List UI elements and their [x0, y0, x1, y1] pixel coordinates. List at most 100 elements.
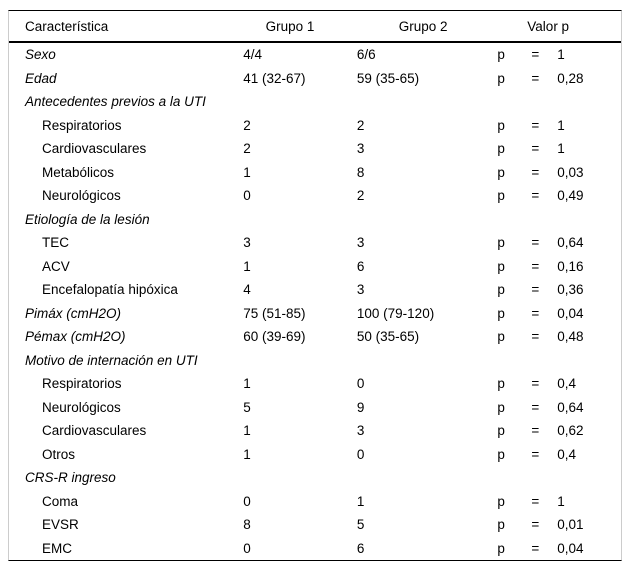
row-label: Cardiovasculares — [42, 423, 147, 439]
equals-symbol: = — [531, 188, 540, 204]
grupo1-value: 0 — [243, 540, 251, 556]
table-row: Neurológicos 5 9 p = 0,64 — [9, 396, 621, 420]
table-row: Metabólicos 1 8 p = 0,03 — [9, 161, 621, 185]
p-symbol: p — [497, 446, 505, 462]
grupo2-value: 0 — [356, 446, 365, 462]
p-value: 0,04 — [557, 305, 584, 321]
p-value: 0,62 — [557, 423, 584, 439]
p-symbol: p — [497, 258, 505, 274]
table-row: ACV 1 6 p = 0,16 — [9, 255, 621, 279]
p-value: 0,04 — [557, 540, 584, 556]
equals-symbol: = — [531, 305, 540, 321]
p-symbol: p — [497, 399, 505, 415]
row-label: Metabólicos — [42, 164, 115, 180]
grupo2-value: 3 — [356, 282, 365, 298]
grupo2-value: 50 (35-65) — [356, 329, 420, 345]
grupo1-value: 4/4 — [243, 47, 263, 63]
column-header-grupo1: Grupo 1 — [265, 18, 315, 34]
p-value: 1 — [557, 117, 565, 133]
table-row: Cardiovasculares 2 3 p = 1 — [9, 137, 621, 161]
grupo2-value: 6 — [356, 540, 365, 556]
p-symbol: p — [497, 47, 505, 63]
table-row: Edad 41 (32-67) 59 (35-65) p = 0,28 — [9, 67, 621, 91]
column-header-caracteristica: Característica — [25, 18, 109, 34]
p-symbol: p — [497, 305, 505, 321]
p-symbol: p — [497, 517, 505, 533]
row-label: Coma — [42, 493, 79, 509]
p-value: 0,16 — [557, 258, 584, 274]
row-label: Sexo — [25, 47, 56, 63]
column-header-grupo2: Grupo 2 — [398, 18, 448, 34]
grupo1-value: 1 — [243, 446, 251, 462]
equals-symbol: = — [531, 258, 540, 274]
grupo1-value: 1 — [243, 376, 251, 392]
grupo1-value: 0 — [243, 493, 251, 509]
row-label: Otros — [42, 446, 76, 462]
p-symbol: p — [497, 540, 505, 556]
equals-symbol: = — [531, 141, 540, 157]
p-value: 0,01 — [557, 517, 584, 533]
equals-symbol: = — [531, 235, 540, 251]
equals-symbol: = — [531, 47, 540, 63]
equals-symbol: = — [531, 329, 540, 345]
table-row: Respiratorios 2 2 p = 1 — [9, 114, 621, 138]
row-label: Edad — [25, 70, 57, 86]
grupo1-value: 2 — [243, 117, 251, 133]
row-label: EVSR — [42, 517, 79, 533]
grupo2-value: 59 (35-65) — [356, 70, 420, 86]
p-value: 0,64 — [557, 235, 584, 251]
grupo2-value: 3 — [356, 423, 365, 439]
equals-symbol: = — [531, 399, 540, 415]
table-row: Neurológicos 0 2 p = 0,49 — [9, 184, 621, 208]
table-row: TEC 3 3 p = 0,64 — [9, 231, 621, 255]
p-value: 0,36 — [557, 282, 584, 298]
equals-symbol: = — [531, 493, 540, 509]
p-value: 0,4 — [557, 376, 576, 392]
p-symbol: p — [497, 493, 505, 509]
grupo1-value: 60 (39-69) — [243, 329, 306, 345]
grupo2-value: 8 — [356, 164, 365, 180]
grupo2-value: 2 — [356, 188, 365, 204]
grupo2-value: 100 (79-120) — [356, 305, 435, 321]
row-label: EMC — [42, 540, 72, 556]
grupo2-value: 0 — [356, 376, 365, 392]
grupo2-value: 2 — [356, 117, 365, 133]
p-symbol: p — [497, 188, 505, 204]
section-row: Etiología de la lesión — [9, 208, 621, 232]
equals-symbol: = — [531, 517, 540, 533]
p-symbol: p — [497, 164, 505, 180]
p-symbol: p — [497, 423, 505, 439]
p-value: 1 — [557, 47, 565, 63]
grupo2-value: 9 — [356, 399, 365, 415]
column-header-valor-p: Valor p — [527, 18, 570, 34]
p-symbol: p — [497, 117, 505, 133]
equals-symbol: = — [531, 376, 540, 392]
p-value: 1 — [557, 141, 565, 157]
grupo1-value: 3 — [243, 235, 251, 251]
p-value: 0,48 — [557, 329, 584, 345]
table-row: Sexo 4/4 6/6 p = 1 — [9, 43, 621, 67]
section-row: Antecedentes previos a la UTI — [9, 90, 621, 114]
p-symbol: p — [497, 235, 505, 251]
grupo2-value: 6/6 — [356, 47, 376, 63]
row-label: Pémax (cmH2O) — [25, 329, 126, 345]
p-value: 0,4 — [557, 446, 576, 462]
grupo2-value: 5 — [356, 517, 365, 533]
equals-symbol: = — [531, 540, 540, 556]
row-label: Neurológicos — [42, 188, 121, 204]
equals-symbol: = — [531, 446, 540, 462]
equals-symbol: = — [531, 423, 540, 439]
table-row: EMC 0 6 p = 0,04 — [9, 537, 621, 561]
group-comparison-table: Característica Grupo 1 Grupo 2 Valor p S… — [8, 10, 622, 561]
section-label: Etiología de la lesión — [25, 211, 150, 227]
p-value: 1 — [557, 493, 565, 509]
table-row: Pémax (cmH2O) 60 (39-69) 50 (35-65) p = … — [9, 325, 621, 349]
table-row: Coma 0 1 p = 1 — [9, 490, 621, 514]
grupo2-value: 1 — [356, 493, 365, 509]
section-label: CRS-R ingreso — [25, 470, 116, 486]
table-header-row: Característica Grupo 1 Grupo 2 Valor p — [9, 11, 621, 43]
section-row: Motivo de internación en UTI — [9, 349, 621, 373]
p-value: 0,03 — [557, 164, 584, 180]
equals-symbol: = — [531, 164, 540, 180]
grupo2-value: 6 — [356, 258, 365, 274]
